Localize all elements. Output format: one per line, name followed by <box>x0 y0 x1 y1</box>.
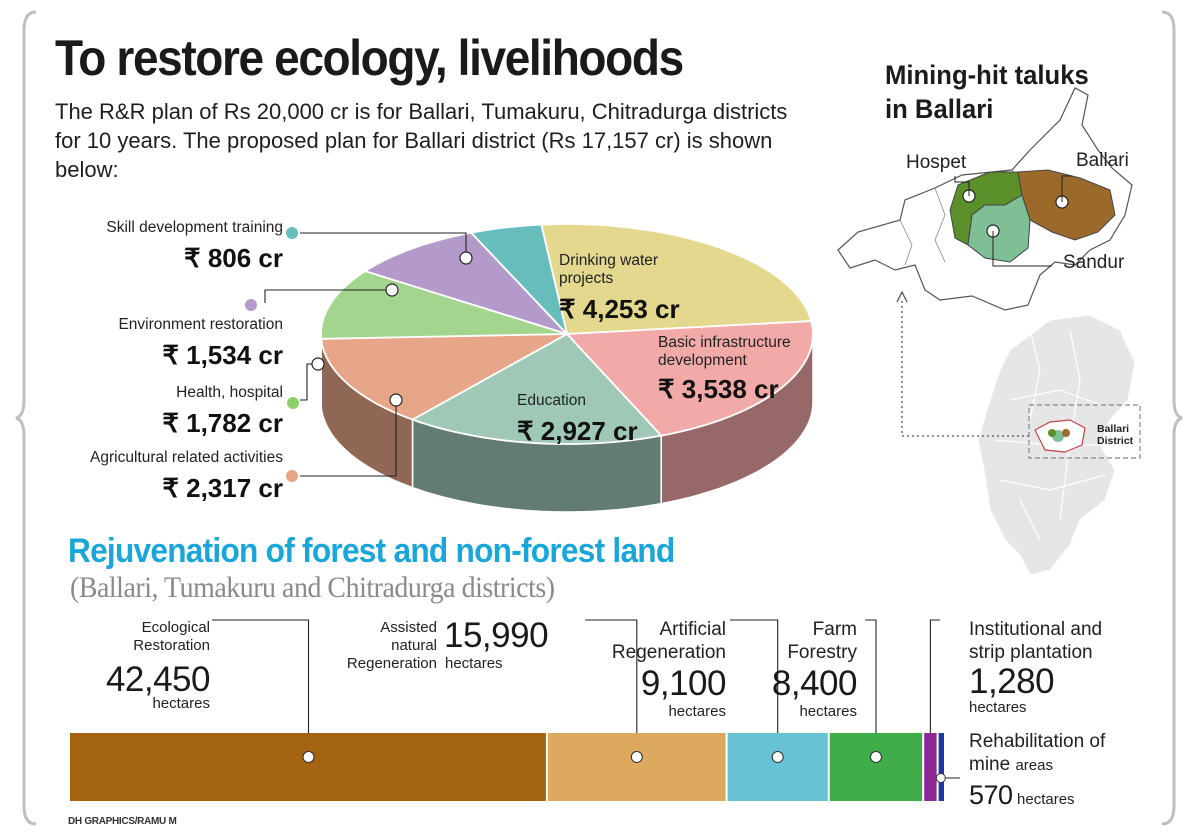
inset-label: Ballari District <box>1097 423 1134 447</box>
pie-label-environment: Environment restoration <box>118 316 283 333</box>
bar-marker-0 <box>302 750 315 764</box>
bar-marker-2 <box>771 750 784 764</box>
bar-segment-2 <box>726 733 829 801</box>
intro-text: The R&R plan of Rs 20,000 cr is for Ball… <box>55 99 788 182</box>
bar-marker-3 <box>869 750 883 764</box>
bar-segment-0 <box>70 733 547 801</box>
pie-value-environment: ₹ 1,534 cr <box>162 340 283 370</box>
pie-dot-6 <box>286 227 298 239</box>
pie-dot-4 <box>287 397 299 409</box>
bar-unit-artificial: hectares <box>668 703 726 720</box>
pie-pin-4 <box>311 357 325 371</box>
inset-highlight-box <box>1028 404 1141 459</box>
pie-slice-1 <box>565 320 814 437</box>
pie-side-walls <box>320 333 814 513</box>
pie-slice-6 <box>469 223 569 338</box>
bar-unit-rehabilitation: hectares <box>1017 791 1075 808</box>
pie-value-infrastructure: ₹ 3,538 cr <box>658 374 779 404</box>
bar-segment-3 <box>828 733 924 801</box>
bar-segment-5 <box>937 733 944 801</box>
map-title: Mining-hit taluks in Ballari <box>885 60 1089 124</box>
bar-marker-5 <box>935 773 946 783</box>
bar-unit-assisted: hectares <box>445 655 503 672</box>
pie-value-agriculture: ₹ 2,317 cr <box>162 473 283 503</box>
bar-value-assisted: 15,990 <box>444 616 549 655</box>
pie-top-surface <box>320 223 814 445</box>
pie-label-health: Health, hospital <box>176 384 283 401</box>
inset-pointer-arrow <box>901 300 1029 437</box>
pie-leader-3 <box>300 400 397 477</box>
bar-leader-3 <box>865 619 877 757</box>
bar-segment-1 <box>546 733 727 801</box>
pie-slice-2 <box>410 332 663 445</box>
pie-leader-5 <box>264 289 392 303</box>
pie-value-health: ₹ 1,782 cr <box>162 408 283 438</box>
pie-label-skill: Skill development training <box>106 219 283 236</box>
bar-value-farm: 8,400 <box>771 664 858 703</box>
sandur-label: Sandur <box>1063 252 1125 273</box>
pie-value-education: ₹ 2,927 cr <box>517 416 638 446</box>
bar-value-rehabilitation-group: 570 hectares <box>969 776 1075 814</box>
bar-leader-lines <box>212 619 960 779</box>
left-brace <box>15 10 37 826</box>
credit-text: DH GRAPHICS/RAMU M <box>68 816 177 827</box>
ballari-label: Ballari <box>1076 150 1129 171</box>
right-brace <box>1161 10 1183 826</box>
section-subtitle: (Ballari, Tumakuru and Chitradurga distr… <box>70 571 555 604</box>
bar-leader-2 <box>730 619 779 757</box>
section-title: Rejuvenation of forest and non-forest la… <box>68 532 675 570</box>
bar-name-farm: Farm Forestry <box>787 619 857 663</box>
pie-label-agriculture: Agricultural related activities <box>90 449 283 466</box>
pie-leader-6 <box>300 232 467 258</box>
bar-leader-1 <box>585 619 638 757</box>
bar-unit-farm: hectares <box>799 703 857 720</box>
hospet-label: Hospet <box>906 152 967 173</box>
pie-label-drinking-water: Drinking water projects <box>559 252 659 287</box>
bar-unit-institutional: hectares <box>969 699 1027 716</box>
bar-name-assisted: Assisted natural Regeneration <box>346 619 437 672</box>
bar-name-institutional: Institutional and strip plantation <box>969 619 1103 663</box>
bar-value-ecological: 42,450 <box>105 660 211 699</box>
bar-segments <box>70 733 944 801</box>
pie-leader-lines <box>245 227 473 482</box>
pie-dot-3 <box>286 470 298 482</box>
bar-markers <box>302 750 946 783</box>
pie-label-education: Education <box>517 392 586 409</box>
bar-name-artificial: Artificial Regeneration <box>611 619 726 663</box>
bar-value-institutional: 1,280 <box>969 662 1055 701</box>
pie-label-infrastructure: Basic infrastructure development <box>658 334 791 369</box>
pie-slice-4 <box>320 270 568 340</box>
page-title: To restore ecology, livelihoods <box>55 30 684 86</box>
bar-value-artificial: 9,100 <box>640 664 727 703</box>
pie-slice-5 <box>363 231 571 336</box>
bar-leader-4 <box>929 619 940 757</box>
pie-pin-5 <box>385 283 399 297</box>
pie-value-drinking-water: ₹ 4,253 cr <box>559 294 680 324</box>
pie-dot-5 <box>245 299 257 311</box>
bar-unit-ecological: hectares <box>152 695 210 712</box>
pie-slice-0 <box>540 223 813 335</box>
bar-segment-4 <box>923 733 938 801</box>
bar-leader-0 <box>212 619 310 757</box>
bar-marker-1 <box>630 750 643 764</box>
pie-pin-6 <box>459 251 473 265</box>
bar-name-rehabilitation: Rehabilitation of mine areas <box>969 731 1106 775</box>
pie-slice-3 <box>320 333 568 421</box>
pie-value-skill: ₹ 806 cr <box>184 243 283 273</box>
bar-name-ecological: Ecological Restoration <box>133 619 210 654</box>
bar-value-rehabilitation: 570 <box>969 780 1013 810</box>
pie-pin-3 <box>389 393 403 407</box>
